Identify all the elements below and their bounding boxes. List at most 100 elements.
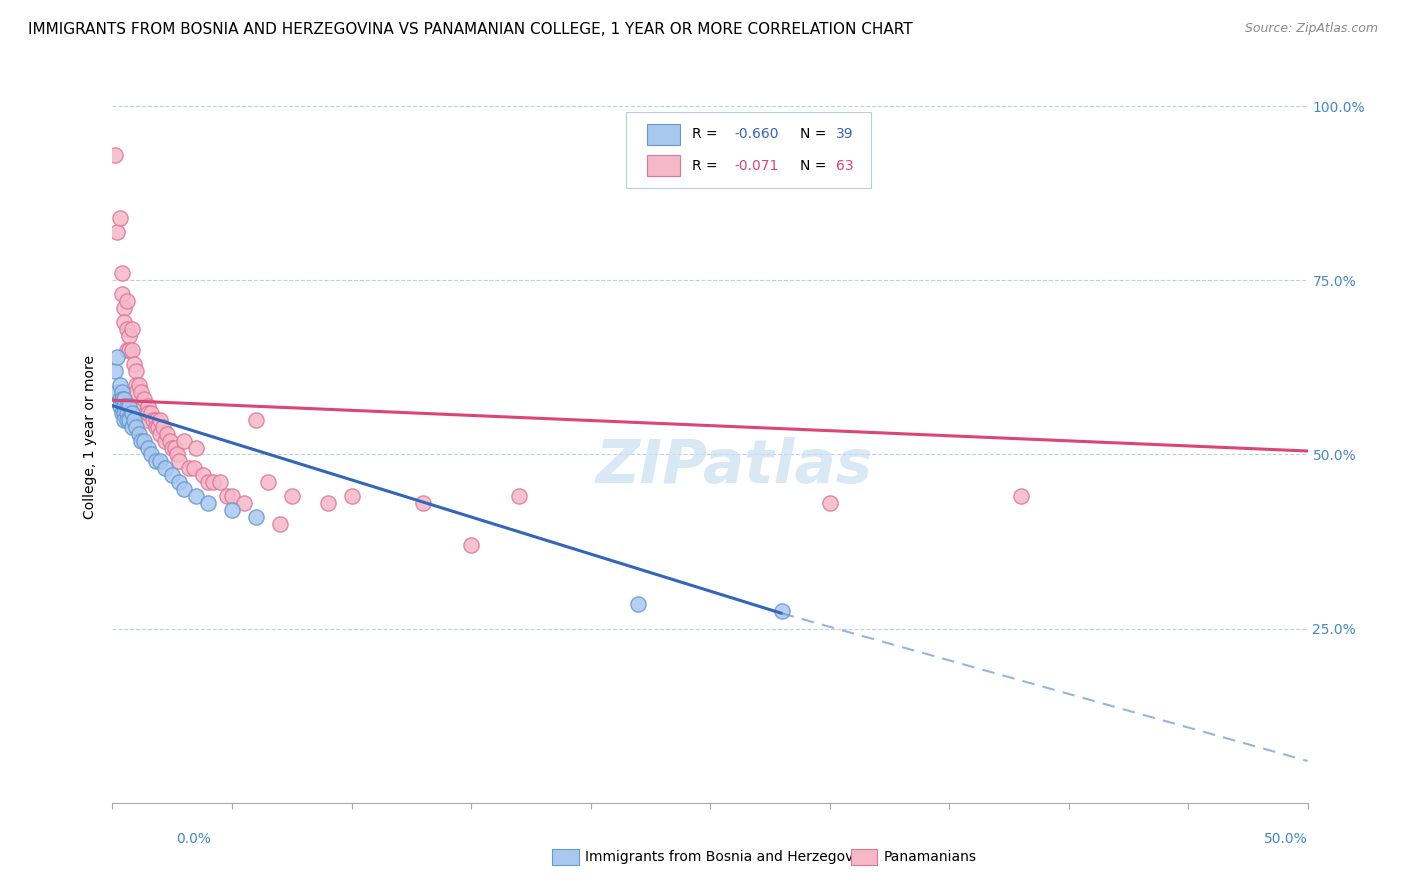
Point bbox=[169, 475, 191, 490]
Point bbox=[111, 406, 134, 420]
Point bbox=[139, 448, 162, 462]
Point bbox=[152, 419, 174, 434]
Point bbox=[173, 483, 195, 497]
Point bbox=[316, 496, 339, 510]
Text: R =: R = bbox=[692, 159, 723, 173]
Point bbox=[162, 441, 183, 455]
Point bbox=[118, 329, 141, 343]
Point bbox=[1010, 489, 1032, 503]
Point bbox=[111, 266, 134, 280]
Point bbox=[269, 517, 291, 532]
Point bbox=[340, 489, 363, 503]
Point bbox=[135, 406, 157, 420]
Point bbox=[118, 412, 141, 426]
Point bbox=[145, 412, 167, 426]
Text: IMMIGRANTS FROM BOSNIA AND HERZEGOVINA VS PANAMANIAN COLLEGE, 1 YEAR OR MORE COR: IMMIGRANTS FROM BOSNIA AND HERZEGOVINA V… bbox=[28, 22, 912, 37]
Point bbox=[108, 211, 131, 225]
Point bbox=[121, 419, 143, 434]
Point bbox=[104, 148, 127, 162]
Point bbox=[193, 468, 215, 483]
Point bbox=[111, 384, 134, 399]
Bar bbox=[851, 849, 877, 865]
Text: 0.0%: 0.0% bbox=[176, 832, 211, 846]
Point bbox=[115, 399, 138, 413]
Point bbox=[108, 392, 131, 406]
Point bbox=[114, 412, 135, 426]
Point bbox=[233, 496, 256, 510]
Point bbox=[118, 343, 141, 357]
Point bbox=[173, 434, 195, 448]
Point bbox=[139, 406, 162, 420]
Point bbox=[156, 426, 179, 441]
Point bbox=[183, 461, 205, 475]
Text: Source: ZipAtlas.com: Source: ZipAtlas.com bbox=[1244, 22, 1378, 36]
Point bbox=[132, 392, 155, 406]
Point bbox=[197, 496, 219, 510]
Point bbox=[121, 343, 143, 357]
Point bbox=[115, 406, 138, 420]
Point bbox=[114, 406, 135, 420]
Text: N =: N = bbox=[800, 159, 831, 173]
Point bbox=[125, 384, 148, 399]
Point bbox=[818, 496, 841, 510]
Point bbox=[149, 454, 172, 468]
Point bbox=[201, 475, 224, 490]
Point bbox=[115, 294, 138, 309]
Point bbox=[129, 399, 152, 413]
Point bbox=[125, 364, 148, 378]
Point bbox=[129, 384, 152, 399]
Point bbox=[114, 399, 135, 413]
Point bbox=[111, 392, 134, 406]
Point bbox=[186, 489, 208, 503]
Point bbox=[128, 426, 150, 441]
Point bbox=[508, 489, 530, 503]
Point bbox=[770, 604, 793, 618]
Point bbox=[104, 364, 127, 378]
Point bbox=[217, 489, 239, 503]
FancyBboxPatch shape bbox=[627, 112, 872, 188]
Point bbox=[153, 434, 176, 448]
Point bbox=[177, 461, 200, 475]
Text: -0.071: -0.071 bbox=[734, 159, 779, 173]
Point bbox=[118, 399, 141, 413]
Text: R =: R = bbox=[692, 128, 723, 141]
Point bbox=[162, 468, 183, 483]
Point bbox=[121, 406, 143, 420]
Text: 63: 63 bbox=[835, 159, 853, 173]
Point bbox=[281, 489, 304, 503]
Point bbox=[125, 377, 148, 392]
Text: -0.660: -0.660 bbox=[734, 128, 779, 141]
Point bbox=[138, 406, 160, 420]
Point bbox=[209, 475, 232, 490]
Point bbox=[138, 441, 160, 455]
Point bbox=[132, 434, 155, 448]
Point bbox=[627, 597, 650, 611]
Point bbox=[257, 475, 280, 490]
Point bbox=[153, 461, 176, 475]
Point bbox=[159, 434, 181, 448]
Y-axis label: College, 1 year or more: College, 1 year or more bbox=[83, 355, 97, 519]
Point bbox=[105, 225, 128, 239]
Point bbox=[149, 426, 172, 441]
Bar bbox=[647, 155, 681, 176]
Point bbox=[121, 322, 143, 336]
Point bbox=[245, 412, 267, 426]
Point bbox=[108, 377, 131, 392]
Bar bbox=[647, 124, 681, 145]
Bar bbox=[553, 849, 579, 865]
Point bbox=[166, 448, 188, 462]
Text: 39: 39 bbox=[835, 128, 853, 141]
Point bbox=[145, 454, 167, 468]
Text: 50.0%: 50.0% bbox=[1264, 832, 1308, 846]
Point bbox=[197, 475, 219, 490]
Point bbox=[114, 315, 135, 329]
Point bbox=[115, 322, 138, 336]
Point bbox=[125, 419, 148, 434]
Point bbox=[138, 399, 160, 413]
Point bbox=[122, 412, 145, 426]
Point bbox=[149, 412, 172, 426]
Text: Panamanians: Panamanians bbox=[883, 850, 976, 864]
Point bbox=[122, 357, 145, 371]
Point bbox=[115, 412, 138, 426]
Point bbox=[169, 454, 191, 468]
